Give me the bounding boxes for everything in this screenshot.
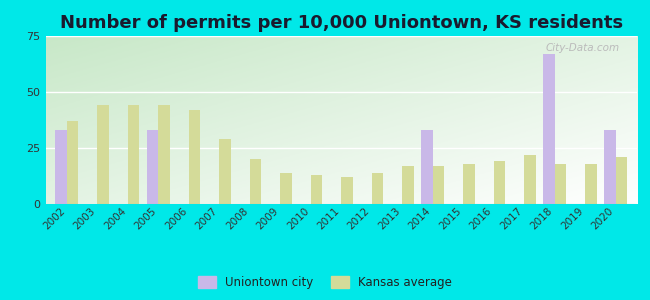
Bar xyxy=(543,54,554,204)
Bar xyxy=(55,130,67,204)
Legend: Uniontown city, Kansas average: Uniontown city, Kansas average xyxy=(193,272,457,294)
Title: Number of permits per 10,000 Uniontown, KS residents: Number of permits per 10,000 Uniontown, … xyxy=(60,14,623,32)
Bar xyxy=(402,166,414,204)
Bar xyxy=(219,139,231,204)
Bar xyxy=(554,164,566,204)
Bar xyxy=(188,110,200,204)
Bar xyxy=(341,177,353,204)
Bar xyxy=(147,130,159,204)
Bar xyxy=(128,105,139,204)
Bar xyxy=(250,159,261,204)
Bar xyxy=(585,164,597,204)
Text: City-Data.com: City-Data.com xyxy=(545,43,619,53)
Bar xyxy=(98,105,109,204)
Bar xyxy=(421,130,433,204)
Bar xyxy=(280,172,292,204)
Bar xyxy=(67,121,79,204)
Bar xyxy=(372,172,383,204)
Bar xyxy=(311,175,322,204)
Bar xyxy=(463,164,474,204)
Bar xyxy=(159,105,170,204)
Bar xyxy=(433,166,445,204)
Bar xyxy=(616,157,627,204)
Bar xyxy=(524,155,536,204)
Bar xyxy=(494,161,505,204)
Bar xyxy=(604,130,616,204)
